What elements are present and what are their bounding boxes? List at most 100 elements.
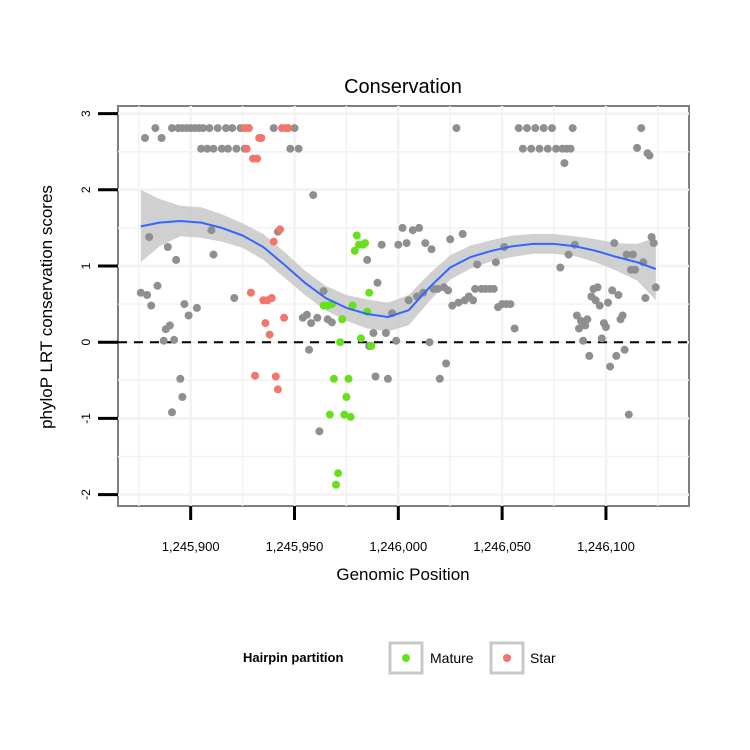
data-point-other [392, 336, 401, 345]
data-point-star [242, 144, 251, 153]
y-axis-title: phyloP LRT conservation scores [37, 185, 56, 429]
data-point-star [284, 124, 293, 133]
data-point-other [543, 144, 552, 153]
data-point-other [168, 408, 176, 417]
data-point-other [523, 124, 531, 133]
data-point-other [168, 124, 176, 133]
data-point-mature [352, 231, 361, 240]
data-point-other [394, 240, 403, 249]
data-point-other [514, 124, 523, 133]
data-point-other [427, 245, 436, 254]
data-point-other [180, 300, 189, 309]
x-tick-label: 1,246,000 [369, 539, 427, 554]
data-point-other [151, 124, 160, 133]
data-point-other [369, 329, 378, 337]
y-tick-label: -1 [79, 413, 93, 424]
data-point-other [610, 239, 619, 248]
data-point-other [628, 250, 637, 259]
data-point-mature [350, 246, 359, 255]
data-point-other [145, 233, 154, 241]
data-point-other [269, 124, 278, 133]
data-point-other [535, 144, 544, 153]
data-point-other [383, 374, 392, 383]
data-point-other [363, 255, 372, 264]
data-point-other [448, 301, 457, 310]
legend-key-box-star [489, 641, 525, 675]
confidence-band-layer [140, 189, 656, 332]
data-point-other [506, 300, 515, 309]
data-point-star [244, 124, 253, 133]
y-tick-label: 2 [79, 186, 93, 193]
smooth-line-layer [140, 220, 657, 318]
data-point-other [232, 144, 241, 153]
data-point-star [251, 371, 259, 380]
data-point-other [207, 226, 216, 235]
x-axis-title: Genomic Position [336, 565, 469, 584]
data-point-other [604, 298, 612, 307]
data-point-other [172, 255, 181, 264]
data-point-mature [336, 338, 345, 347]
data-point-other [606, 362, 615, 371]
data-point-other [433, 284, 442, 293]
data-point-other [649, 239, 658, 248]
data-point-other [446, 235, 455, 244]
x-tick-label: 1,246,100 [577, 539, 635, 554]
data-point-other [313, 313, 322, 322]
y-tick-label: 0 [79, 339, 93, 346]
data-point-other [473, 260, 482, 269]
data-point-other [614, 291, 623, 299]
data-point-other [579, 336, 588, 345]
data-point-other [568, 124, 577, 133]
data-point-other [203, 144, 212, 153]
data-point-other [176, 374, 185, 383]
data-point-other [302, 310, 311, 319]
data-point-other [319, 287, 328, 296]
data-point-star [261, 319, 270, 328]
chart-title: Conservation [344, 76, 462, 98]
y-axis: -2 -1 0 1 2 3 [79, 110, 118, 500]
data-point-mature [361, 239, 370, 248]
data-point-other [608, 286, 617, 295]
data-point-other [147, 301, 156, 310]
data-point-other [651, 283, 660, 292]
data-point-other [307, 319, 316, 328]
data-point-other [585, 351, 594, 360]
data-point-mature [329, 374, 338, 383]
data-point-other [224, 144, 232, 153]
data-point-other [641, 294, 650, 302]
data-point-other [469, 296, 478, 305]
data-point-other [415, 223, 424, 232]
data-point-other [143, 291, 152, 299]
data-point-other [377, 240, 386, 249]
data-point-other [622, 250, 631, 259]
data-point-star [257, 134, 266, 142]
data-point-mature [340, 410, 349, 419]
data-point-mature [344, 374, 353, 383]
y-tick-label: -2 [79, 489, 93, 500]
data-point-other [583, 315, 592, 324]
data-point-other [458, 230, 467, 238]
data-point-other [575, 324, 583, 333]
data-point-star [271, 372, 280, 381]
data-point-star [265, 330, 274, 339]
data-point-other [637, 124, 646, 133]
data-point-other [228, 124, 237, 133]
data-point-other [294, 144, 303, 153]
data-point-star [276, 225, 284, 234]
confidence-ribbon [140, 189, 656, 332]
smooth-trend-line [140, 220, 657, 318]
y-tick-label: 3 [79, 110, 93, 117]
data-point-other [199, 124, 208, 133]
data-point-other [398, 223, 407, 232]
data-point-other [442, 359, 451, 368]
data-point-other [217, 144, 226, 153]
data-point-other [527, 144, 536, 153]
data-point-other [560, 159, 569, 168]
legend-star-dot [503, 654, 511, 662]
data-point-other [552, 144, 561, 153]
data-point-other [452, 124, 461, 133]
data-point-other [491, 258, 500, 267]
data-point-other [402, 239, 411, 248]
data-point-other [539, 124, 548, 133]
